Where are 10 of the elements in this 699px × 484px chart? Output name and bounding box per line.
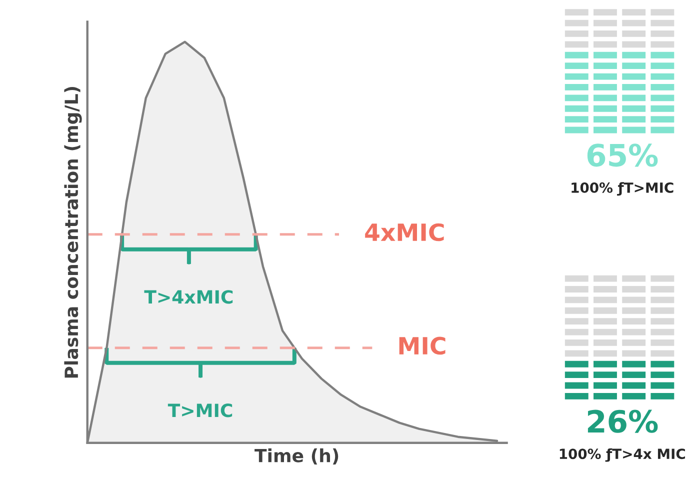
data-label: 26%	[588, 410, 658, 433]
data-label: 65%	[587, 144, 658, 167]
text: 100% ƒT>MIC	[572, 182, 674, 196]
annotation: T>MIC	[168, 404, 232, 418]
annotation: T>4xMIC	[144, 290, 233, 304]
y-axis-title: Plasma concentration (mg/L)	[64, 86, 82, 378]
ref-line-label: MIC	[399, 336, 446, 355]
text: 100% ƒT>4x MIC	[560, 448, 685, 462]
ref-line-label: 4xMIC	[365, 223, 444, 242]
x-axis-title: Time (h)	[254, 448, 338, 465]
